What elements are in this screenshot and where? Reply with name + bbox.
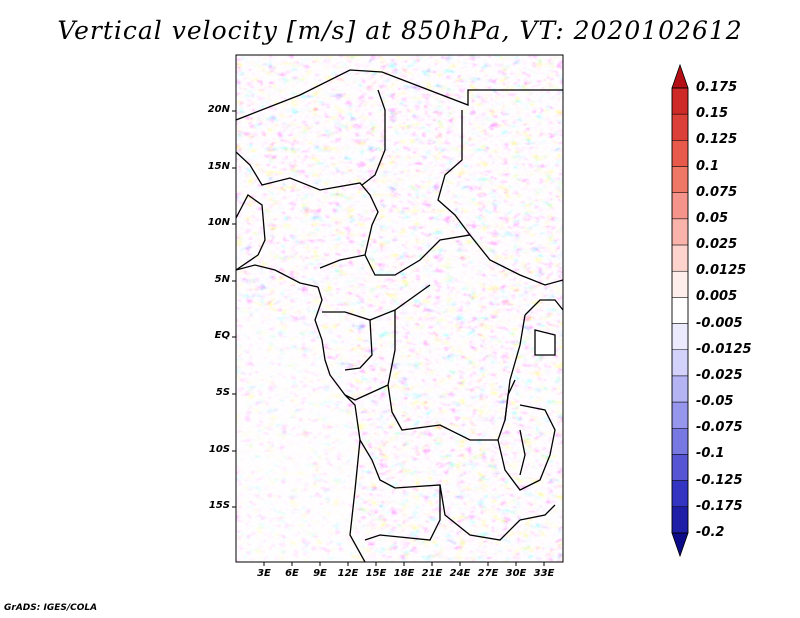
map-field xyxy=(236,55,563,562)
lon-label: 27E xyxy=(477,568,499,579)
colorbar-segment xyxy=(671,140,689,167)
colorbar-segment xyxy=(671,270,689,298)
colorbar-label: 0.005 xyxy=(696,289,738,305)
colorbar-segment xyxy=(671,192,689,220)
lat-label: EQ xyxy=(214,330,230,341)
lat-label: 20N xyxy=(207,104,230,115)
colorbar-segment xyxy=(671,480,689,508)
colorbar-segment xyxy=(671,375,689,403)
colorbar-segment xyxy=(671,166,689,193)
lat-label: 10N xyxy=(207,217,230,228)
colorbar-label: -0.005 xyxy=(696,315,743,331)
lon-label: 33E xyxy=(533,568,555,579)
colorbar-label: 0.15 xyxy=(696,106,729,122)
colorbar xyxy=(671,63,689,558)
colorbar-segment xyxy=(671,297,689,324)
colorbar-segment xyxy=(671,323,689,351)
colorbar-segment xyxy=(671,218,689,246)
lon-label: 3E xyxy=(257,568,271,579)
colorbar-segment xyxy=(671,428,689,455)
colorbar-label: 0.075 xyxy=(696,184,738,200)
colorbar-segment xyxy=(671,349,689,377)
colorbar-segment xyxy=(671,87,689,115)
colorbar-label: 0.025 xyxy=(696,237,738,253)
colorbar-label: 0.175 xyxy=(696,80,738,95)
lon-label: 6E xyxy=(285,568,299,579)
chart-title: Vertical velocity [m/s] at 850hPa, VT: 2… xyxy=(57,16,743,45)
lat-label: 10S xyxy=(208,444,230,455)
colorbar-label: -0.175 xyxy=(696,498,743,514)
lon-label: 30E xyxy=(505,568,527,579)
colorbar-label: 0.125 xyxy=(696,132,738,148)
credit-text: GrADS: IGES/COLA xyxy=(4,603,98,613)
colorbar-label: 0.0125 xyxy=(696,263,747,279)
lon-label: 18E xyxy=(393,568,415,579)
lat-label: 15N xyxy=(207,161,230,172)
colorbar-segment xyxy=(671,113,689,141)
colorbar-label: -0.0125 xyxy=(696,341,752,357)
lat-label: 5N xyxy=(214,274,230,285)
colorbar-label: -0.075 xyxy=(696,420,743,436)
colorbar-label: -0.125 xyxy=(696,472,743,488)
lon-label: 24E xyxy=(449,568,471,579)
lon-label: 12E xyxy=(337,568,359,579)
colorbar-segment xyxy=(671,244,689,272)
lon-label: 15E xyxy=(365,568,387,579)
colorbar-bottom-arrow xyxy=(671,532,689,558)
colorbar-label: 0.05 xyxy=(696,210,729,226)
colorbar-label: -0.1 xyxy=(696,446,725,462)
lat-ticks xyxy=(232,110,236,508)
colorbar-segment xyxy=(671,506,689,534)
colorbar-label: -0.05 xyxy=(696,394,734,410)
colorbar-segment xyxy=(671,454,689,481)
borders xyxy=(236,69,563,562)
lon-label: 21E xyxy=(421,568,443,579)
lat-label: 15S xyxy=(208,500,230,511)
lat-label: 5S xyxy=(215,387,230,398)
lon-ticks xyxy=(263,562,545,566)
colorbar-top-arrow xyxy=(671,63,689,89)
colorbar-segment xyxy=(671,401,689,429)
colorbar-label: 0.1 xyxy=(696,158,720,174)
map-frame xyxy=(235,54,564,563)
colorbar-label: -0.025 xyxy=(696,367,743,383)
lon-label: 9E xyxy=(313,568,327,579)
colorbar-label: -0.2 xyxy=(696,525,725,540)
